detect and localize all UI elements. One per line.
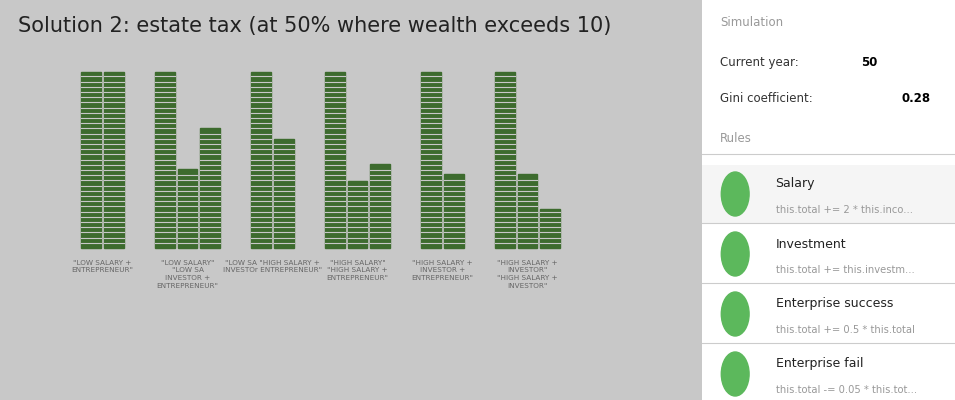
Text: Enterprise success: Enterprise success bbox=[775, 298, 893, 310]
Text: Salary: Salary bbox=[775, 178, 816, 190]
Text: 0.28: 0.28 bbox=[902, 92, 931, 105]
Text: Current year:: Current year: bbox=[720, 56, 802, 69]
Text: "HIGH SALARY +
INVESTOR"
"HIGH SALARY +
INVESTOR": "HIGH SALARY + INVESTOR" "HIGH SALARY + … bbox=[498, 260, 558, 288]
Text: "LOW SALARY"
"LOW SA
INVESTOR +
ENTREPRENEUR": "LOW SALARY" "LOW SA INVESTOR + ENTREPRE… bbox=[157, 260, 219, 288]
Text: "LOW SALARY +
ENTREPRENEUR": "LOW SALARY + ENTREPRENEUR" bbox=[72, 260, 134, 274]
Text: "HIGH SALARY"
"HIGH SALARY +
ENTREPRENEUR": "HIGH SALARY" "HIGH SALARY + ENTREPRENEU… bbox=[327, 260, 389, 281]
Circle shape bbox=[721, 292, 749, 336]
Circle shape bbox=[721, 172, 749, 216]
Circle shape bbox=[721, 352, 749, 396]
Bar bbox=[81, 72, 101, 248]
Text: this.total += this.investm...: this.total += this.investm... bbox=[775, 265, 914, 275]
Bar bbox=[444, 174, 463, 248]
Text: this.total += 0.5 * this.total: this.total += 0.5 * this.total bbox=[775, 325, 915, 335]
Bar bbox=[541, 209, 560, 248]
Bar bbox=[178, 169, 198, 248]
Text: this.total -= 0.05 * this.tot...: this.total -= 0.05 * this.tot... bbox=[775, 385, 917, 395]
Bar bbox=[371, 164, 390, 248]
Text: Solution 2: estate tax (at 50% where wealth exceeds 10): Solution 2: estate tax (at 50% where wea… bbox=[17, 16, 611, 36]
Text: Rules: Rules bbox=[720, 132, 752, 145]
Bar bbox=[702, 165, 955, 223]
Bar bbox=[104, 72, 123, 248]
Bar bbox=[348, 181, 368, 248]
Bar bbox=[156, 72, 175, 248]
Text: Gini coefficient:: Gini coefficient: bbox=[720, 92, 817, 105]
Bar bbox=[274, 139, 293, 248]
Bar bbox=[326, 72, 345, 248]
Text: this.total += 2 * this.inco...: this.total += 2 * this.inco... bbox=[775, 205, 913, 215]
Text: Investment: Investment bbox=[775, 238, 846, 250]
Text: "HIGH SALARY +
INVESTOR +
ENTREPRENEUR": "HIGH SALARY + INVESTOR + ENTREPRENEUR" bbox=[412, 260, 474, 281]
Bar bbox=[518, 174, 538, 248]
Bar bbox=[421, 72, 441, 248]
Text: Simulation: Simulation bbox=[720, 16, 783, 29]
Bar bbox=[251, 72, 271, 248]
Text: "LOW SA "HIGH SALARY +
INVESTOr ENTREPRENEUR": "LOW SA "HIGH SALARY + INVESTOr ENTREPRE… bbox=[223, 260, 322, 274]
Text: Enterprise fail: Enterprise fail bbox=[775, 358, 863, 370]
Bar bbox=[495, 72, 515, 248]
Text: 50: 50 bbox=[861, 56, 878, 69]
Circle shape bbox=[721, 232, 749, 276]
Bar bbox=[201, 128, 220, 248]
